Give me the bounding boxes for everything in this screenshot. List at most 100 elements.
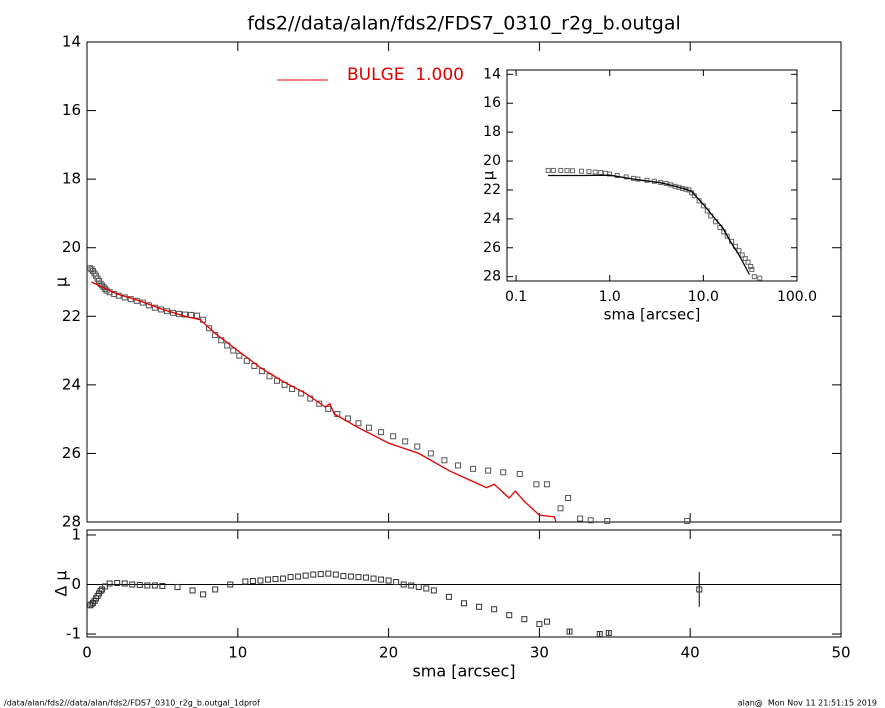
data-point bbox=[159, 582, 166, 589]
y-tick-label: 14 bbox=[483, 66, 501, 82]
y-tick-label: 0 bbox=[71, 575, 81, 593]
data-point bbox=[174, 583, 181, 590]
data-point bbox=[378, 429, 385, 436]
y-tick-label: 22 bbox=[62, 307, 81, 325]
data-point bbox=[102, 285, 109, 292]
y-axis-label: Δ μ bbox=[52, 570, 71, 596]
data-point bbox=[325, 405, 332, 412]
data-point bbox=[596, 631, 603, 638]
plot-area bbox=[506, 69, 798, 282]
y-tick-label: 18 bbox=[483, 124, 501, 140]
data-point bbox=[272, 576, 279, 583]
data-point bbox=[696, 198, 702, 204]
data-point bbox=[243, 357, 250, 364]
x-tick-label: 100.0 bbox=[777, 289, 817, 305]
data-point bbox=[598, 170, 604, 176]
data-point bbox=[106, 580, 113, 587]
y-tick-label: 28 bbox=[62, 513, 81, 531]
data-point bbox=[302, 572, 309, 579]
x-axis-label: sma [arcsec] bbox=[604, 306, 701, 324]
data-point bbox=[564, 168, 570, 174]
data-point bbox=[151, 582, 158, 589]
y-axis-label: μ bbox=[52, 277, 71, 287]
data-point bbox=[604, 517, 611, 524]
data-point bbox=[393, 579, 400, 586]
data-point bbox=[206, 325, 213, 332]
data-point bbox=[88, 601, 95, 608]
data-point bbox=[317, 571, 324, 578]
data-point bbox=[400, 581, 407, 588]
data-point bbox=[121, 580, 128, 587]
data-point bbox=[742, 256, 748, 262]
panel: 14 16 18 20 22 24 26 280.1 1.0 10.0 100.0 sma [arcs… bbox=[480, 66, 818, 323]
data-point bbox=[408, 582, 415, 589]
data-point bbox=[485, 467, 492, 474]
y-tick-label: 14 bbox=[62, 33, 81, 51]
data-point bbox=[144, 582, 151, 589]
y-tick-label: 24 bbox=[62, 375, 81, 393]
data-point bbox=[136, 581, 143, 588]
x-tick-label: 30 bbox=[530, 644, 549, 662]
y-tick-label: 26 bbox=[62, 444, 81, 462]
data-point bbox=[751, 274, 757, 280]
model-line bbox=[548, 174, 750, 275]
legend-label: BULGE 1.000 bbox=[347, 65, 464, 85]
data-point bbox=[310, 571, 317, 578]
data-point bbox=[558, 167, 564, 173]
data-point bbox=[97, 587, 104, 594]
data-point bbox=[287, 574, 294, 581]
data-point bbox=[748, 264, 754, 270]
data-point bbox=[378, 576, 385, 583]
data-point bbox=[355, 420, 362, 427]
data-point bbox=[749, 266, 755, 272]
x-tick-label: 1.0 bbox=[599, 289, 621, 305]
data-point bbox=[445, 593, 452, 600]
y-tick-label: 20 bbox=[62, 238, 81, 256]
data-point bbox=[236, 352, 243, 359]
x-tick-label: 20 bbox=[379, 644, 398, 662]
data-point bbox=[230, 347, 237, 354]
data-point bbox=[521, 616, 528, 623]
data-point bbox=[344, 415, 351, 422]
data-point bbox=[402, 438, 409, 445]
data-point bbox=[385, 577, 392, 584]
data-point bbox=[332, 571, 339, 578]
y-tick-label: 28 bbox=[483, 269, 501, 285]
plot-area bbox=[86, 41, 842, 523]
data-point bbox=[550, 167, 556, 173]
data-point bbox=[427, 450, 434, 457]
x-tick-label: 10.0 bbox=[688, 289, 719, 305]
data-point bbox=[415, 583, 422, 590]
x-tick-label: 0 bbox=[82, 644, 92, 662]
y-tick-label: 16 bbox=[483, 95, 501, 111]
data-point bbox=[347, 573, 354, 580]
data-point bbox=[227, 581, 234, 588]
data-point bbox=[684, 517, 691, 524]
data-point bbox=[696, 586, 703, 593]
data-point bbox=[592, 169, 598, 175]
x-tick-label: 50 bbox=[831, 644, 850, 662]
y-tick-label: 16 bbox=[62, 101, 81, 119]
data-point bbox=[441, 457, 448, 464]
data-point bbox=[414, 443, 421, 450]
data-point bbox=[461, 600, 467, 607]
data-point bbox=[249, 578, 256, 585]
y-tick-label: 18 bbox=[62, 170, 81, 188]
data-point bbox=[189, 587, 196, 594]
data-point bbox=[114, 580, 121, 587]
data-point bbox=[242, 578, 249, 585]
data-point bbox=[200, 591, 207, 598]
data-point bbox=[316, 400, 323, 407]
data-point bbox=[745, 259, 751, 265]
y-tick-label: 22 bbox=[483, 182, 501, 198]
data-point bbox=[454, 462, 461, 469]
data-point bbox=[587, 517, 594, 524]
data-point bbox=[543, 481, 550, 488]
data-point bbox=[365, 424, 372, 431]
data-point bbox=[212, 586, 219, 593]
data-point bbox=[569, 168, 575, 174]
y-axis-label: μ bbox=[480, 170, 498, 180]
data-point bbox=[533, 481, 540, 488]
